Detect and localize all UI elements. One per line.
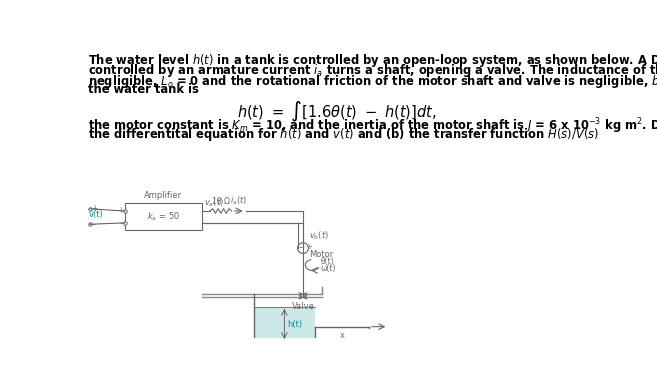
Bar: [254, 307, 315, 342]
Text: the differentital equation for $\mathit{h(t)}$ and $\mathit{v(t)}$ and (b) the t: the differentital equation for $\mathit{…: [87, 127, 599, 144]
Text: $k_a$ = 50: $k_a$ = 50: [147, 211, 180, 223]
Text: θ(t): θ(t): [321, 258, 334, 266]
Text: $v_b(t)$: $v_b(t)$: [309, 230, 329, 242]
Text: v(t): v(t): [88, 211, 103, 220]
Text: –: –: [120, 219, 124, 228]
Text: Motor: Motor: [309, 250, 334, 259]
Text: The water level $\mathit{h(t)}$ in a tank is controlled by an open-loop system, : The water level $\mathit{h(t)}$ in a tan…: [87, 52, 657, 69]
Text: $i_a(t)$: $i_a(t)$: [230, 195, 247, 207]
Text: –: –: [299, 244, 303, 253]
Text: $v_a(t)$: $v_a(t)$: [204, 196, 223, 209]
Text: Valve: Valve: [292, 302, 315, 311]
Text: x: x: [339, 331, 344, 339]
Text: 10 Ω: 10 Ω: [212, 197, 230, 206]
Text: controlled by an armature current $\mathit{i_a}$ turns a shaft, opening a valve.: controlled by an armature current $\math…: [87, 62, 657, 79]
Text: h(t): h(t): [288, 320, 303, 329]
Text: +: +: [91, 204, 98, 212]
Text: the motor constant is $\mathit{K_m}$ = 10, and the inertia of the motor shaft is: the motor constant is $\mathit{K_m}$ = 1…: [87, 116, 657, 136]
Text: Amplifier: Amplifier: [145, 192, 183, 200]
Text: $\mathit{h(t)\ =\ \int[1.6\theta(t)\ -\ h(t)]dt,}$: $\mathit{h(t)\ =\ \int[1.6\theta(t)\ -\ …: [237, 100, 436, 124]
Bar: [125, 203, 202, 230]
Text: –: –: [91, 220, 96, 230]
Text: the water tank is: the water tank is: [87, 83, 198, 96]
Text: +: +: [118, 206, 124, 215]
Text: ω(t): ω(t): [321, 264, 336, 272]
Text: negligible, $\mathit{L_o}$ = 0 and the rotational friction of the motor shaft an: negligible, $\mathit{L_o}$ = 0 and the r…: [87, 73, 657, 90]
Text: +: +: [306, 244, 312, 250]
